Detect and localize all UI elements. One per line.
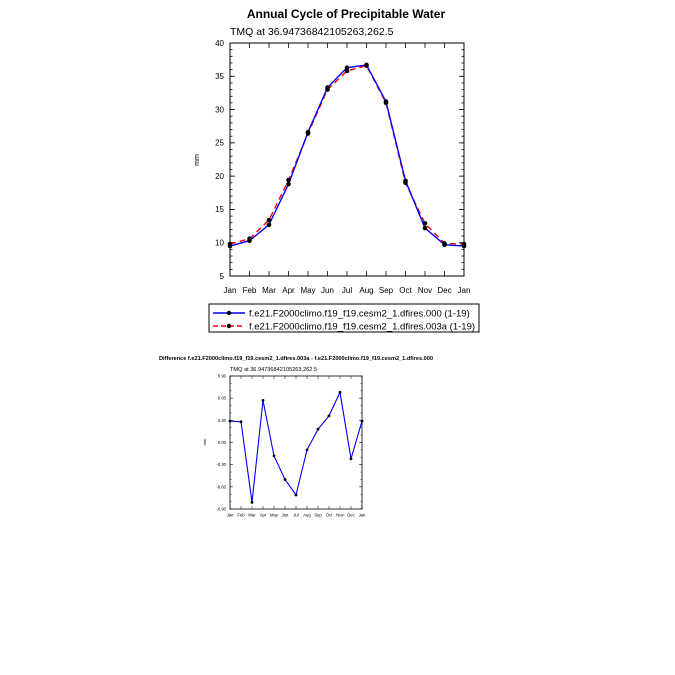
y-tick-label: -0.30 (216, 462, 226, 467)
x-tick-label: Feb (237, 513, 245, 518)
data-point-series-2 (461, 241, 467, 247)
legend-marker-series-1 (226, 310, 232, 316)
y-axis-label: mm (194, 154, 201, 166)
data-point-series-1 (286, 181, 291, 187)
tick-labels: Jan Feb Mar Apr May Jun Jul Aug Sep Oct Nov Dec Jan 5… (215, 39, 470, 295)
data-point-series-1 (239, 420, 243, 424)
y-tick-label: -0.60 (216, 484, 226, 489)
series-line-2 (229, 64, 465, 245)
x-tick-label: Dec (437, 286, 451, 295)
x-tick-label: Aug (359, 286, 373, 295)
data-point-series-1 (344, 65, 350, 70)
x-tick-label: Feb (243, 286, 257, 295)
x-tick-label: May (300, 286, 315, 295)
data-point-series-1 (338, 390, 342, 394)
x-tick-label: Sep (379, 286, 394, 295)
legend-label-series-2: f.e21.F2000climo.f19_f19.cesm2_1.dfires.… (249, 322, 475, 333)
data-point-series-1 (294, 493, 298, 497)
plot-area (229, 42, 465, 277)
x-tick-label: Jan (224, 286, 237, 295)
legend-box (208, 303, 480, 333)
x-tick-label: Jan (458, 286, 471, 295)
data-point-series-1 (283, 478, 287, 481)
y-tick-label: 0.00 (218, 440, 227, 445)
x-tick-label: Jul (293, 513, 298, 518)
data-point-series-1 (422, 225, 428, 231)
data-point-series-1 (327, 414, 331, 418)
data-point-series-1 (360, 419, 364, 423)
y-tick-label: 15 (215, 205, 224, 214)
y-tick-label: 0.60 (218, 396, 227, 401)
data-point-series-2 (286, 177, 291, 183)
difference-chart-subtitle: TMQ at 36.94736842105263,262.5 (230, 367, 317, 373)
difference-series-line (228, 390, 364, 504)
x-tick-label: Jun (282, 513, 289, 518)
series-line-1 (229, 390, 363, 503)
plot-frame (229, 42, 465, 277)
annual-cycle-chart: Annual Cycle of Precipitable Water TMQ a… (194, 7, 480, 333)
data-point-series-2 (305, 131, 311, 136)
x-tick-label: Mar (262, 286, 276, 295)
x-tick-label: Aug (303, 513, 311, 518)
x-tick-label: Jun (321, 286, 334, 295)
data-point-series-1 (250, 500, 254, 504)
data-point-series-1 (261, 398, 265, 402)
y-tick-label: 30 (215, 105, 224, 114)
y-tick-label: 0.30 (218, 418, 227, 423)
chart-subtitle: TMQ at 36.94736842105263,262.5 (230, 26, 394, 38)
data-point-series-2 (442, 241, 447, 246)
data-point-series-1 (266, 222, 272, 228)
x-tick-label: Nov (336, 513, 344, 518)
data-point-series-1 (349, 457, 353, 461)
y-tick-label: 10 (215, 239, 224, 248)
data-point-series-2 (364, 63, 369, 68)
y-tick-label: 25 (215, 139, 224, 148)
data-point-series-1 (316, 427, 320, 431)
x-tick-label: May (270, 513, 279, 518)
data-point-series-1 (228, 419, 232, 423)
data-point-series-1 (272, 454, 276, 458)
x-tick-label: Apr (260, 513, 267, 518)
x-tick-label: Dec (347, 513, 354, 518)
data-point-series-2 (266, 217, 272, 223)
data-point-series-2 (227, 241, 233, 247)
difference-plot-area (229, 375, 363, 510)
y-tick-label: 0.90 (218, 373, 227, 378)
data-point-series-1 (305, 448, 309, 452)
x-tick-label: Jan (359, 513, 366, 518)
x-tick-label: Apr (282, 286, 295, 295)
data-point-series-2 (403, 180, 408, 186)
x-tick-label: Oct (326, 513, 333, 518)
x-tick-label: Jul (342, 286, 352, 295)
difference-chart-title: Difference f.e21.F2000climo.f19_f19.cesm… (159, 356, 433, 362)
data-point-series-2 (344, 68, 350, 74)
x-tick-label: Nov (418, 286, 432, 295)
data-point-series-2 (383, 100, 389, 106)
y-tick-label: 40 (215, 39, 224, 48)
legend: f.e21.F2000climo.f19_f19.cesm2_1.dfires.… (208, 303, 480, 333)
difference-chart: Difference f.e21.F2000climo.f19_f19.cesm… (159, 356, 433, 518)
data-point-series-2 (422, 221, 428, 226)
x-tick-label: Sep (314, 513, 322, 518)
x-tick-label: Jan (227, 513, 234, 518)
y-tick-label: 35 (215, 72, 224, 81)
data-point-series-2 (325, 87, 330, 92)
legend-marker-series-2 (226, 323, 232, 329)
y-tick-label: 5 (220, 272, 225, 281)
y-tick-label: -0.90 (216, 506, 226, 511)
difference-y-axis-label: mm (202, 438, 207, 445)
x-tick-label: Oct (399, 286, 412, 295)
chart-title: Annual Cycle of Precipitable Water (247, 7, 446, 21)
y-tick-label: 20 (215, 172, 224, 181)
series-line-1 (229, 64, 465, 247)
difference-tick-labels: Jan Feb Mar Apr May Jun Jul Aug Sep Oct Nov Dec Jan-… (216, 373, 366, 517)
legend-label-series-1: f.e21.F2000climo.f19_f19.cesm2_1.dfires.… (249, 309, 470, 320)
data-point-series-2 (247, 236, 252, 242)
x-tick-label: Mar (248, 513, 256, 518)
series-lines (227, 62, 467, 249)
